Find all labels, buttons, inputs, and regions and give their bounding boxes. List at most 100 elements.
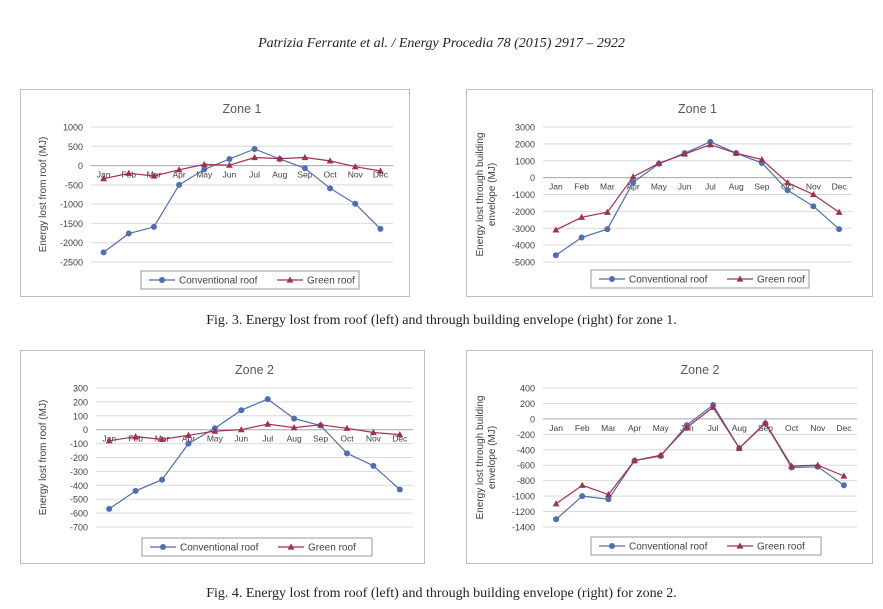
x-tick-label: Oct bbox=[323, 170, 337, 180]
x-tick-label: Jan bbox=[549, 182, 563, 192]
chart-panel-zone1-roof: Zone 1 1000 500 0 -500 -1000 -1500 -2000 -2500 Ja… bbox=[20, 89, 410, 297]
y-tick-label: -500 bbox=[65, 180, 83, 190]
data-point-green bbox=[706, 141, 714, 148]
data-point-conventional bbox=[552, 252, 559, 259]
data-point-green bbox=[809, 190, 817, 198]
data-point-conventional bbox=[150, 223, 157, 230]
x-tick-label: Sep bbox=[754, 182, 769, 192]
running-header: Patrizia Ferrante et al. / Energy Proced… bbox=[258, 36, 625, 51]
data-point-conventional bbox=[176, 181, 183, 188]
y-tick-label: -200 bbox=[70, 453, 88, 463]
data-point-conventional bbox=[370, 462, 377, 469]
series-line-green bbox=[555, 406, 845, 505]
data-point-conventional bbox=[343, 450, 350, 457]
chart-panel-zone2-envelope: Zone 2 400 200 0 -200 -400 -600 -800 -1000 -1200 -… bbox=[466, 350, 873, 564]
legend-marker-conventional bbox=[609, 543, 615, 549]
series-line-green bbox=[555, 144, 840, 231]
legend-marker-conventional bbox=[609, 276, 615, 282]
data-point-green bbox=[758, 155, 766, 163]
x-tick-label: Aug bbox=[732, 423, 747, 433]
data-point-conventional bbox=[836, 226, 843, 233]
data-point-green bbox=[683, 423, 691, 430]
data-point-conventional bbox=[185, 440, 192, 447]
data-point-green bbox=[264, 420, 272, 427]
y-tick-label: 3000 bbox=[515, 123, 535, 133]
y-tick-label: -1500 bbox=[60, 219, 83, 229]
x-tick-label: Jul bbox=[705, 182, 716, 192]
series-line-conventional bbox=[103, 148, 381, 253]
x-tick-label: Oct bbox=[785, 423, 799, 433]
y-tick-label: -300 bbox=[70, 467, 88, 477]
legend-marker-green bbox=[736, 275, 744, 282]
data-point-conventional bbox=[840, 482, 847, 489]
x-tick-label: Aug bbox=[729, 182, 744, 192]
data-point-green bbox=[709, 403, 717, 410]
chart-title: Zone 1 bbox=[678, 102, 717, 116]
data-point-green bbox=[125, 169, 133, 176]
y-tick-label: -800 bbox=[517, 476, 535, 486]
y-tick-label: -2000 bbox=[512, 207, 535, 217]
legend-marker-green bbox=[287, 543, 295, 550]
y-tick-label: 0 bbox=[83, 425, 88, 435]
x-tick-label: Jun bbox=[223, 170, 237, 180]
y-tick-label: 100 bbox=[73, 411, 88, 421]
y-tick-label: -2000 bbox=[60, 238, 83, 248]
data-point-green bbox=[105, 437, 113, 444]
data-point-green bbox=[251, 153, 258, 161]
x-tick-label: Jan bbox=[97, 170, 111, 180]
x-tick-label: Jul bbox=[249, 170, 260, 180]
y-axis-label: Energy lost through buildingenvelope (MJ… bbox=[475, 133, 498, 257]
y-tick-label: -200 bbox=[517, 430, 535, 440]
y-axis-label-line: envelope (MJ) bbox=[487, 426, 498, 489]
x-tick-label: Jul bbox=[708, 423, 719, 433]
y-axis-label-line: envelope (MJ) bbox=[487, 163, 498, 226]
x-tick-label: May bbox=[653, 423, 670, 433]
data-point-conventional bbox=[810, 203, 817, 210]
chart-title: Zone 2 bbox=[681, 363, 720, 377]
data-point-green bbox=[552, 226, 560, 233]
chart-legend: Conventional roof Green roof bbox=[590, 269, 810, 289]
data-point-green bbox=[150, 172, 158, 179]
data-point-green bbox=[552, 500, 560, 507]
x-tick-label: Oct bbox=[781, 182, 795, 192]
y-axis-label: Energy lost from roof (MJ) bbox=[38, 400, 49, 516]
data-point-green bbox=[237, 426, 245, 433]
x-tick-label: Sep bbox=[297, 170, 312, 180]
x-tick-label: Dec bbox=[836, 423, 852, 433]
x-tick-label: Sep bbox=[313, 434, 328, 444]
chart-legend: Conventional roof Green roof bbox=[141, 537, 373, 557]
x-tick-label: Jun bbox=[234, 434, 248, 444]
legend-marker-green bbox=[736, 542, 744, 549]
y-tick-label: -400 bbox=[517, 445, 535, 455]
x-tick-label: Apr bbox=[172, 170, 185, 180]
y-tick-label: 400 bbox=[520, 384, 535, 394]
data-point-green bbox=[631, 456, 638, 464]
x-tick-label: Nov bbox=[806, 182, 822, 192]
y-axis-label-line: Energy lost through building bbox=[475, 133, 486, 257]
x-tick-label: Jul bbox=[262, 434, 273, 444]
x-tick-label: Jan bbox=[549, 423, 563, 433]
x-tick-label: Feb bbox=[574, 182, 589, 192]
data-point-green bbox=[578, 481, 586, 488]
data-point-green bbox=[377, 167, 384, 174]
y-tick-label: 1000 bbox=[63, 123, 83, 133]
data-point-conventional bbox=[226, 156, 233, 163]
x-tick-label: Dec bbox=[392, 434, 408, 444]
data-point-green bbox=[657, 451, 665, 458]
y-tick-label: 500 bbox=[68, 142, 83, 152]
x-tick-label: Aug bbox=[287, 434, 302, 444]
data-point-green bbox=[211, 427, 219, 434]
x-tick-label: Apr bbox=[628, 423, 641, 433]
chart-legend: Conventional roof Green roof bbox=[590, 536, 822, 556]
y-tick-label: -4000 bbox=[512, 241, 535, 251]
series-line-conventional bbox=[108, 398, 401, 510]
data-point-conventional bbox=[100, 249, 107, 256]
y-tick-label: 1000 bbox=[515, 156, 535, 166]
y-tick-label: -1200 bbox=[512, 507, 535, 517]
x-tick-label: May bbox=[196, 170, 213, 180]
data-point-green bbox=[605, 490, 612, 498]
chart-zone1-envelope: Zone 1 3000 2000 1000 0 -1000 -2000 -3000 -4000 -… bbox=[475, 102, 852, 289]
y-tick-label: 200 bbox=[520, 399, 535, 409]
x-tick-label: Nov bbox=[348, 170, 364, 180]
y-tick-label: -600 bbox=[517, 461, 535, 471]
